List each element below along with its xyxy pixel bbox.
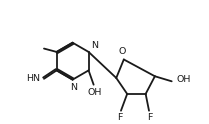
Text: F: F xyxy=(147,113,153,122)
Text: N: N xyxy=(91,41,98,50)
Text: OH: OH xyxy=(177,76,191,84)
Text: O: O xyxy=(119,47,126,56)
Text: HN: HN xyxy=(26,74,40,83)
Text: N: N xyxy=(70,83,77,92)
Text: F: F xyxy=(117,113,123,122)
Text: OH: OH xyxy=(87,88,102,97)
